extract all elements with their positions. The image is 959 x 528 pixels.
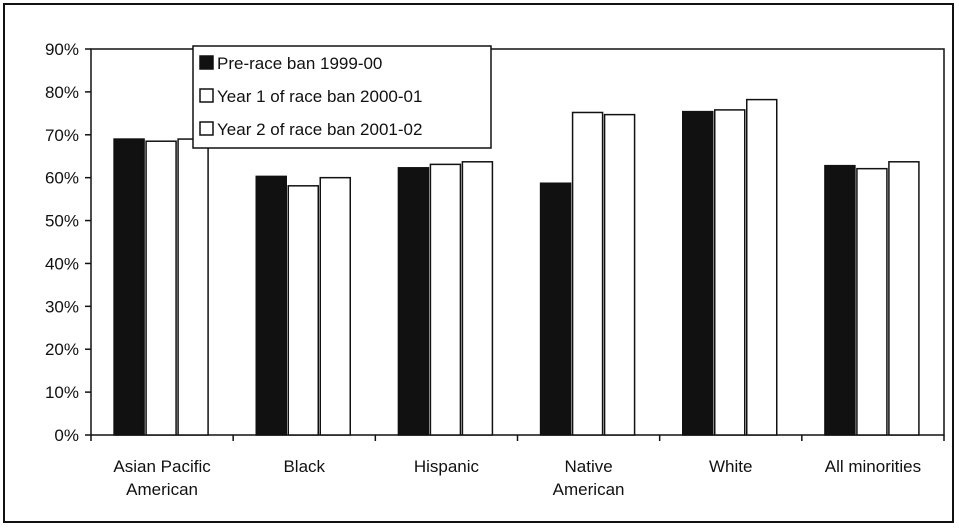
category-label: Asian Pacific [113,457,211,476]
category-label: All minorities [825,457,921,476]
legend-swatch [199,121,214,136]
bar-year1 [856,167,888,436]
legend-label: Pre-race ban 1999-00 [217,54,382,73]
bar-pre-ban [539,182,572,436]
y-tick-label: 30% [45,297,79,316]
legend-label: Year 1 of race ban 2000-01 [217,87,422,106]
bar-year1 [287,185,319,436]
bar-pre-ban [397,167,430,436]
category-label: White [709,457,752,476]
bar-year2 [461,161,494,436]
y-tick-label: 60% [45,169,79,188]
bar-year1 [145,140,177,436]
bar-year1 [571,111,604,436]
legend-label: Year 2 of race ban 2001-02 [217,120,422,139]
y-tick-label: 80% [45,83,79,102]
y-tick-label: 90% [45,40,79,59]
category-label: American [126,480,198,499]
legend-swatch [199,88,214,103]
y-tick-label: 40% [45,254,79,273]
bar-year2 [177,138,209,436]
y-tick-label: 50% [45,212,79,231]
bar-pre-ban [255,175,287,436]
category-label: American [553,480,625,499]
bar-year1 [429,163,462,436]
bar-pre-ban [824,164,856,436]
bar-year2 [746,98,778,436]
y-tick-label: 70% [45,126,79,145]
y-tick-label: 0% [54,426,79,445]
category-label: Black [283,457,325,476]
legend-swatch [199,55,214,70]
bar-year2 [603,113,636,436]
bar-year1 [714,109,746,436]
bar-year2 [319,176,351,436]
category-label: Hispanic [414,457,480,476]
bar-pre-ban [682,110,714,436]
y-tick-label: 20% [45,340,79,359]
bar-year2 [888,161,920,436]
bar-pre-ban [113,138,145,436]
y-tick-label: 10% [45,383,79,402]
legend [192,45,492,149]
category-label: Native [564,457,612,476]
